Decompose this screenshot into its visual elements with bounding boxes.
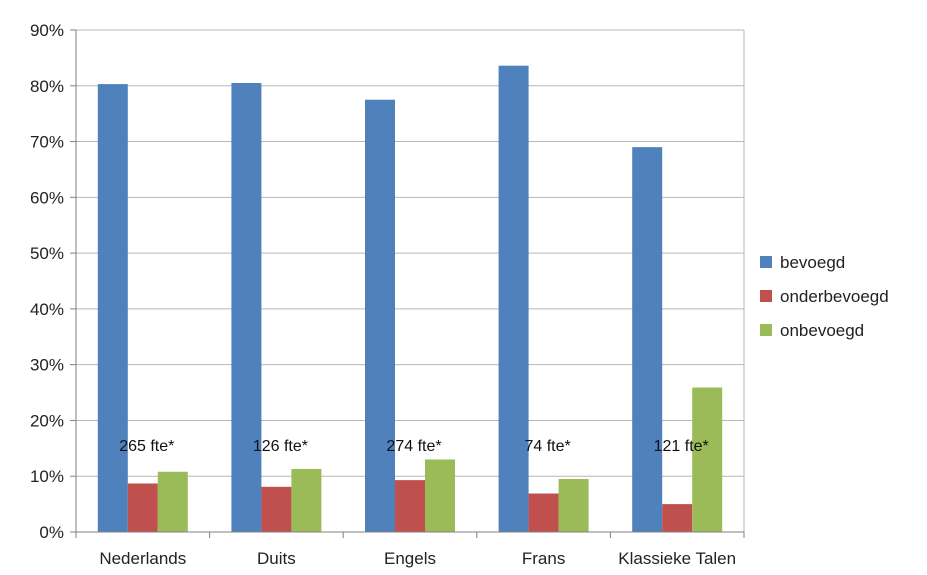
bars [97,65,723,533]
bar-onderbevoegd-nederlands [127,483,158,532]
fte-annotation: 74 fte* [524,438,570,455]
y-tick-label: 90% [30,21,64,40]
axes [75,30,745,538]
legend-swatch-onderbevoegd [760,290,772,302]
bar-onbevoegd-duits [291,468,322,532]
y-tick-label: 20% [30,411,64,430]
y-tick-label: 50% [30,244,64,263]
annotations: 265 fte* 126 fte* 274 fte* 74 fte* 121 fte* [119,438,709,455]
bar-bevoegd-klassieke-talen [632,147,663,532]
bar-bevoegd-engels [365,99,395,532]
category-label: Engels [384,549,436,568]
fte-annotation: 126 fte* [253,438,308,455]
y-tick-label: 10% [30,467,64,486]
legend-label-onderbevoegd: onderbevoegd [780,287,889,306]
bar-onbevoegd-nederlands [157,471,188,532]
y-tick-label: 30% [30,356,64,375]
legend: bevoegd onderbevoegd onbevoegd [760,253,889,340]
legend-swatch-onbevoegd [760,324,772,336]
legend-swatch-bevoegd [760,256,772,268]
y-tick-labels: 0% 10% 20% 30% 40% 50% 60% 70% 80% 90% [30,21,64,542]
bar-bevoegd-frans [498,65,529,532]
y-tick-label: 40% [30,300,64,319]
category-label: Duits [257,549,296,568]
bar-bevoegd-nederlands [97,84,128,533]
category-label: Frans [522,549,565,568]
y-tick-label: 80% [30,77,64,96]
fte-annotation: 265 fte* [119,438,174,455]
category-labels: Nederlands Duits Engels Frans Klassieke Tale… [99,549,736,568]
fte-annotation: 274 fte* [386,438,441,455]
y-tick-label: 0% [39,523,64,542]
bar-onderbevoegd-engels [395,480,425,532]
bar-onderbevoegd-frans [528,493,559,532]
category-label: Klassieke Talen [618,549,736,568]
bar-onbevoegd-engels [425,459,455,532]
bar-bevoegd-duits [231,82,262,532]
y-tick-label: 60% [30,188,64,207]
bar-onbevoegd-frans [558,479,589,532]
fte-annotation: 121 fte* [654,438,709,455]
y-tick-label: 70% [30,133,64,152]
bar-onbevoegd-klassieke-talen [692,387,723,532]
bar-onderbevoegd-duits [261,486,292,532]
legend-label-bevoegd: bevoegd [780,253,845,272]
legend-label-onbevoegd: onbevoegd [780,321,864,340]
bar-onderbevoegd-klassieke-talen [662,504,693,532]
category-label: Nederlands [99,549,186,568]
